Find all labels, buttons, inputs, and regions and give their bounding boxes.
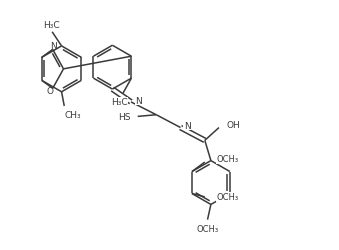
Text: OCH₃: OCH₃ bbox=[217, 192, 239, 202]
Text: N: N bbox=[184, 122, 191, 130]
Text: O: O bbox=[46, 86, 54, 95]
Text: N: N bbox=[50, 42, 57, 50]
Text: OH: OH bbox=[226, 120, 240, 129]
Text: N: N bbox=[135, 96, 142, 105]
Text: OCH₃: OCH₃ bbox=[197, 224, 219, 232]
Text: H₃C: H₃C bbox=[111, 98, 128, 107]
Text: OCH₃: OCH₃ bbox=[217, 154, 239, 164]
Text: CH₃: CH₃ bbox=[65, 110, 82, 120]
Text: HS: HS bbox=[118, 112, 130, 122]
Text: H₃C: H₃C bbox=[43, 22, 59, 30]
